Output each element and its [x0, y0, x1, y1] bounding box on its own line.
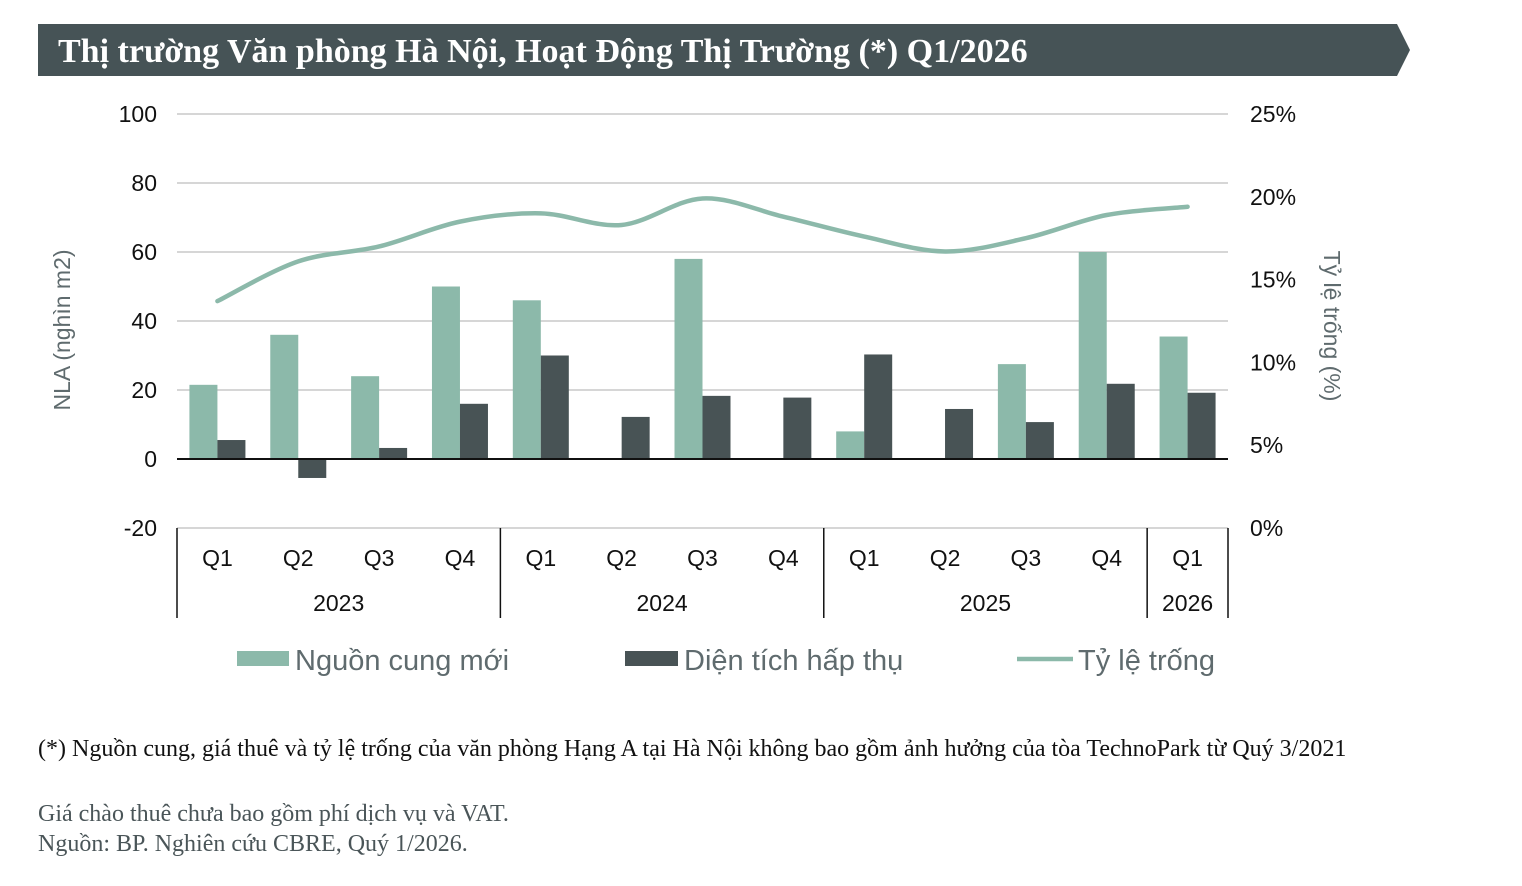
x-tick-quarter: Q1: [849, 545, 880, 571]
y-tick-right: 20%: [1250, 184, 1296, 210]
chart-title: Thị trường Văn phòng Hà Nội, Hoạt Động T…: [58, 33, 1028, 70]
bar-supply: [431, 286, 460, 459]
bar-supply: [189, 384, 218, 459]
footnote: (*) Nguồn cung, giá thuê và tỷ lệ trống …: [38, 736, 1346, 762]
legend-label-supply: Nguồn cung mới: [295, 645, 509, 677]
bar-absorption: [702, 395, 731, 459]
y-tick-left: -20: [124, 515, 157, 541]
bar-supply: [997, 364, 1026, 459]
x-tick-quarter: Q3: [364, 545, 395, 571]
title-banner: [38, 24, 1410, 76]
y-tick-right: 10%: [1250, 349, 1296, 375]
y-tick-left: 0: [144, 446, 157, 472]
x-tick-year: 2023: [313, 590, 364, 616]
bar-absorption: [864, 354, 893, 459]
x-tick-quarter: Q1: [202, 545, 233, 571]
legend-label-absorption: Diện tích hấp thụ: [684, 645, 903, 677]
bar-absorption: [1025, 422, 1054, 459]
bar-absorption: [298, 459, 327, 478]
x-tick-quarter: Q4: [768, 545, 799, 571]
x-tick-quarter: Q1: [1172, 545, 1203, 571]
legend-swatch-absorption: [625, 651, 678, 666]
x-tick-quarter: Q3: [687, 545, 718, 571]
legend-label-vacancy: Tỷ lệ trống: [1078, 645, 1215, 677]
bar-absorption: [217, 440, 246, 459]
y-axis-left-label: NLA (nghìn m2): [49, 249, 75, 410]
x-tick-year: 2024: [636, 590, 687, 616]
price-note: Giá chào thuê chưa bao gồm phí dịch vụ v…: [38, 801, 509, 827]
bar-absorption: [945, 408, 974, 459]
y-tick-left: 80: [131, 170, 157, 196]
x-tick-quarter: Q1: [525, 545, 556, 571]
source-note: Nguồn: BP. Nghiên cứu CBRE, Quý 1/2026.: [38, 831, 468, 857]
y-axis-right-label: Tỷ lệ trống (%): [1319, 251, 1345, 402]
y-tick-right: 0%: [1250, 515, 1283, 541]
vacancy-line: [215, 196, 1190, 304]
x-tick-quarter: Q3: [1011, 545, 1042, 571]
bar-absorption: [379, 447, 408, 459]
bar-supply: [836, 431, 865, 459]
y-tick-left: 40: [131, 308, 157, 334]
bar-absorption: [459, 403, 488, 459]
bar-absorption: [1187, 392, 1216, 459]
x-tick-quarter: Q4: [1091, 545, 1122, 571]
legend-swatch-supply: [237, 651, 289, 666]
bar-absorption: [540, 355, 569, 459]
bar-supply: [512, 300, 541, 459]
x-tick-quarter: Q2: [606, 545, 637, 571]
legend: Nguồn cung mới Diện tích hấp thụ Tỷ lệ t…: [237, 645, 1215, 677]
y-tick-right: 25%: [1250, 101, 1296, 127]
bar-absorption: [783, 397, 812, 459]
y-tick-right: 5%: [1250, 432, 1283, 458]
x-tick-year: 2025: [960, 590, 1011, 616]
x-tick-quarter: Q4: [445, 545, 476, 571]
bar-absorption: [1106, 383, 1135, 459]
bar-supply: [1159, 336, 1188, 459]
x-tick-year: 2026: [1162, 590, 1213, 616]
y-tick-left: 100: [119, 101, 157, 127]
bar-absorption: [621, 416, 650, 459]
bar-supply: [351, 376, 380, 459]
bar-supply: [674, 258, 703, 459]
y-tick-left: 20: [131, 377, 157, 403]
x-tick-quarter: Q2: [283, 545, 314, 571]
bar-supply: [1078, 252, 1107, 459]
y-tick-left: 60: [131, 239, 157, 265]
bar-supply: [270, 334, 299, 459]
x-tick-quarter: Q2: [930, 545, 961, 571]
y-tick-right: 15%: [1250, 267, 1296, 293]
